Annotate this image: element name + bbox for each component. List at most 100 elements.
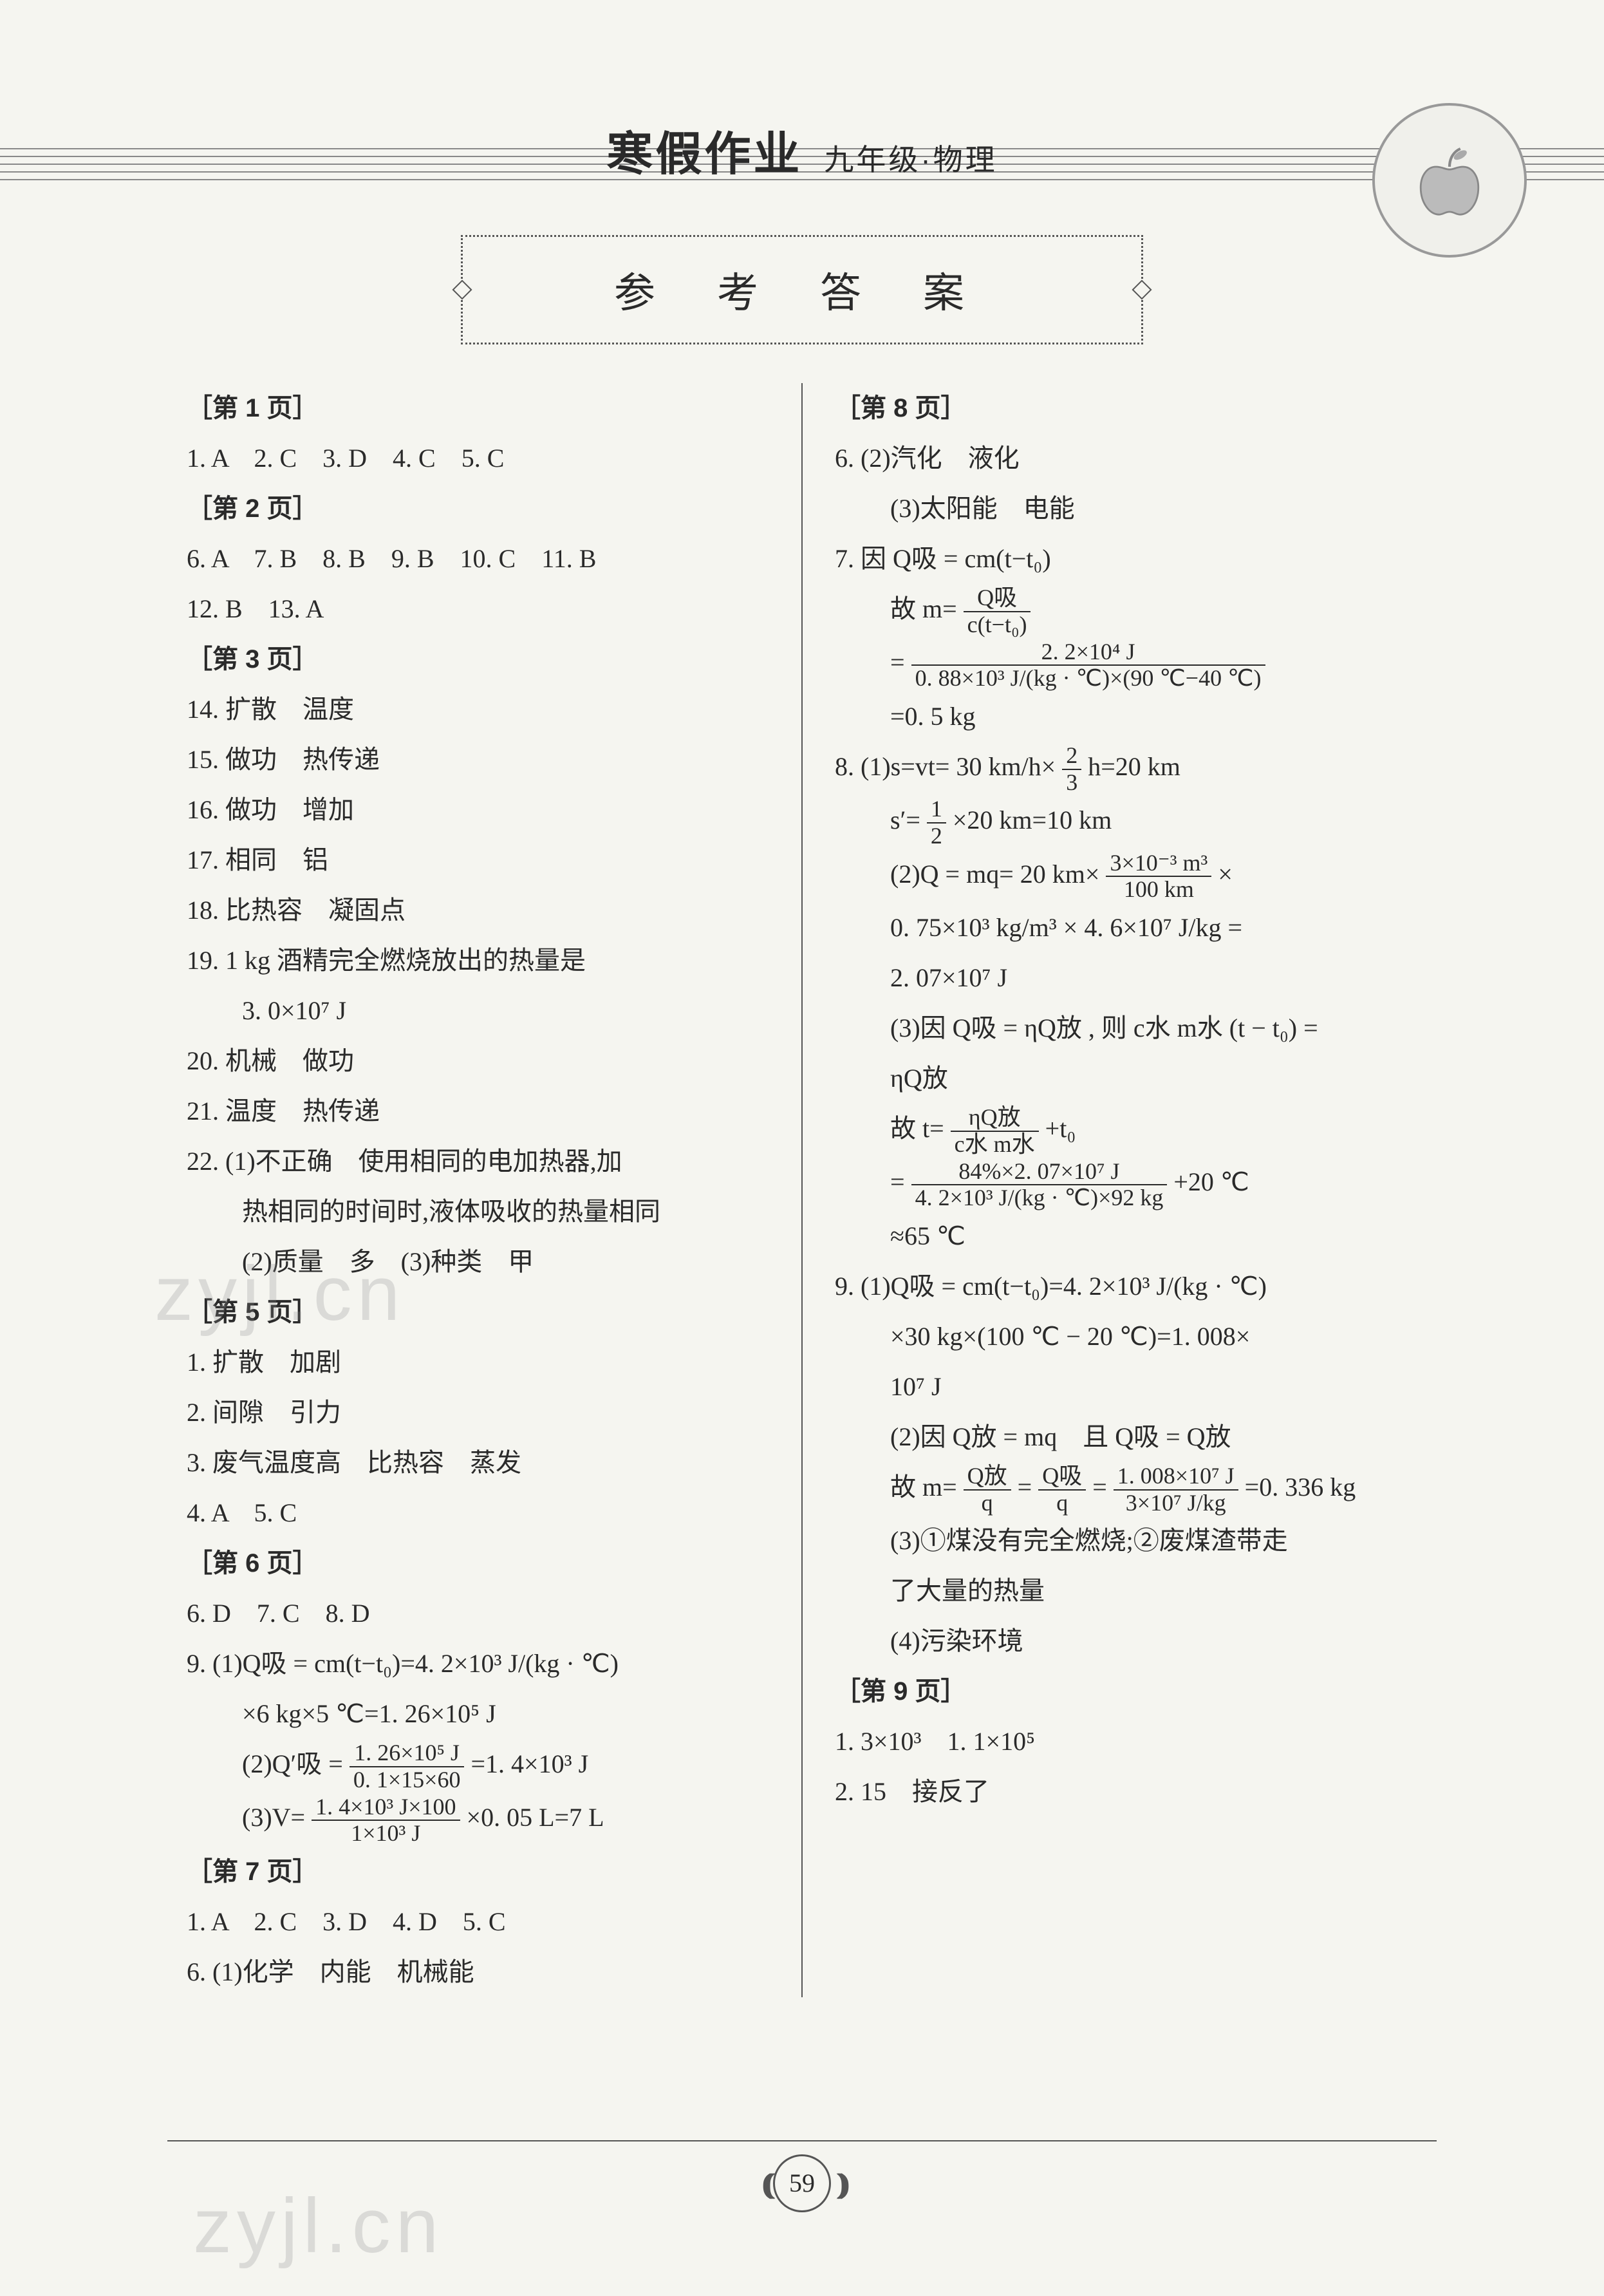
- page5-head: ［第 5 页］: [187, 1287, 769, 1337]
- p8-7b-pre: 故 m=: [890, 594, 957, 623]
- page-number-wrap: ( ( ( ( ( 59 ) ) ) ) ): [762, 2154, 843, 2212]
- p8-9h: (4)污染环境: [835, 1616, 1417, 1666]
- p8-7d: =0. 5 kg: [835, 692, 1417, 742]
- p8-8j: ≈65 ℃: [835, 1211, 1417, 1261]
- p8-6a: 6. (2)汽化 液化: [835, 433, 1417, 484]
- page2-line2: 12. B 13. A: [187, 584, 769, 634]
- p8-9c: 10⁷ J: [835, 1362, 1417, 1412]
- frac-num: Q放: [964, 1463, 1011, 1491]
- q19a: 19. 1 kg 酒精完全燃烧放出的热量是: [187, 936, 769, 986]
- p8-7c: = 2. 2×10⁴ J 0. 88×10³ J/(kg · ℃)×(90 ℃−…: [835, 637, 1417, 691]
- p8-8i-pre: =: [890, 1167, 905, 1196]
- p8-8b: s′= 1 2 ×20 km=10 km: [835, 795, 1417, 849]
- arc-right-icon: ) ) ) ) ): [836, 2167, 842, 2200]
- page-header: 寒假作业 九年级·物理: [167, 116, 1437, 183]
- p6-9d-pre: (3)V=: [242, 1803, 305, 1832]
- p6-9d: (3)V= 1. 4×10³ J×100 1×10³ J ×0. 05 L=7 …: [187, 1793, 769, 1846]
- p8-8i: = 84%×2. 07×10⁷ J 4. 2×10³ J/(kg · ℃)×92…: [835, 1157, 1417, 1210]
- p8-8c: (2)Q = mq= 20 km× 3×10⁻³ m³ 100 km ×: [835, 849, 1417, 903]
- answer-title-box: 参 考 答 案: [461, 235, 1143, 344]
- p8-9e-post: =0. 336 kg: [1245, 1473, 1356, 1501]
- subtitle-text: 九年级·物理: [824, 143, 997, 176]
- frac-den: 3×10⁷ J/kg: [1114, 1491, 1238, 1516]
- title-text: 寒假作业: [606, 129, 802, 180]
- arc-left-icon: ( ( ( ( (: [762, 2167, 768, 2200]
- p8-9a: 9. (1)Q吸 = cm(t−t₀)=4. 2×10³ J/(kg · ℃): [835, 1261, 1417, 1312]
- p8-8h: 故 t= ηQ放 c水 m水 +t₀: [835, 1104, 1417, 1157]
- p8-8c-frac: 3×10⁻³ m³ 100 km: [1106, 851, 1211, 903]
- p7-6: 6. (1)化学 内能 机械能: [187, 1947, 769, 1997]
- frac-den: 0. 88×10³ J/(kg · ℃)×(90 ℃−40 ℃): [911, 666, 1265, 692]
- p8-8h-pre: 故 t=: [890, 1114, 944, 1143]
- frac-num: 2: [1062, 743, 1081, 770]
- frac-den: 100 km: [1106, 877, 1211, 903]
- frac-den: 1×10³ J: [312, 1821, 460, 1847]
- p8-9e-pre: 故 m=: [890, 1473, 957, 1501]
- p5-2: 2. 间隙 引力: [187, 1388, 769, 1438]
- p8-6b: (3)太阳能 电能: [835, 484, 1417, 534]
- p6-9c-post: =1. 4×10³ J: [471, 1749, 588, 1778]
- p7-l1: 1. A 2. C 3. D 4. D 5. C: [187, 1897, 769, 1947]
- page-number: 59: [773, 2154, 831, 2212]
- right-column: ［第 8 页］ 6. (2)汽化 液化 (3)太阳能 电能 7. 因 Q吸 = …: [803, 383, 1437, 1997]
- main-title: 寒假作业 九年级·物理: [167, 116, 1437, 183]
- p8-9g: 了大量的热量: [835, 1566, 1417, 1616]
- frac-num: Q吸: [1038, 1463, 1086, 1491]
- frac-num: ηQ放: [951, 1105, 1039, 1132]
- q14: 14. 扩散 温度: [187, 684, 769, 735]
- p8-8b-post: ×20 km=10 km: [953, 805, 1112, 834]
- p8-9e-f1: Q放 q: [964, 1463, 1011, 1516]
- answer-title: 参 考 答 案: [614, 270, 990, 316]
- page-footer: ( ( ( ( ( 59 ) ) ) ) ): [0, 2140, 1604, 2212]
- p8-8c-post: ×: [1218, 860, 1233, 889]
- q15: 15. 做功 热传递: [187, 735, 769, 785]
- page6-head: ［第 6 页］: [187, 1538, 769, 1588]
- frac-num: 84%×2. 07×10⁷ J: [911, 1159, 1168, 1186]
- p8-9d: (2)因 Q放 = mq 且 Q吸 = Q放: [835, 1412, 1417, 1462]
- logo-stamp: [1372, 103, 1527, 258]
- page1-answers: 1. A 2. C 3. D 4. C 5. C: [187, 433, 769, 484]
- page2-head: ［第 2 页］: [187, 484, 769, 534]
- p8-8h-post: +t₀: [1045, 1114, 1076, 1143]
- p8-8c-pre: (2)Q = mq= 20 km×: [890, 860, 1099, 889]
- frac-num: Q吸: [964, 585, 1031, 612]
- frac-num: 1. 4×10³ J×100: [312, 1794, 460, 1821]
- q22a: 22. (1)不正确 使用相同的电加热器,加: [187, 1136, 769, 1187]
- frac-num: 2. 2×10⁴ J: [911, 639, 1265, 666]
- p9-2: 2. 15 接反了: [835, 1767, 1417, 1817]
- p5-3: 3. 废气温度高 比热容 蒸发: [187, 1438, 769, 1488]
- p8-9e-f3: 1. 008×10⁷ J 3×10⁷ J/kg: [1114, 1463, 1238, 1516]
- page1-head: ［第 1 页］: [187, 383, 769, 433]
- frac-den: 2: [927, 823, 946, 849]
- p6-9b: ×6 kg×5 ℃=1. 26×10⁵ J: [187, 1689, 769, 1739]
- page3-head: ［第 3 页］: [187, 634, 769, 684]
- p8-8d: 0. 75×10³ kg/m³ × 4. 6×10⁷ J/kg =: [835, 903, 1417, 953]
- p8-9e-mid2: =: [1092, 1473, 1107, 1501]
- p8-9e: 故 m= Q放 q = Q吸 q = 1. 008×10⁷ J 3×10⁷ J/…: [835, 1462, 1417, 1516]
- left-column: ［第 1 页］ 1. A 2. C 3. D 4. C 5. C ［第 2 页］…: [167, 383, 803, 1997]
- p6-9d-post: ×0. 05 L=7 L: [467, 1803, 604, 1832]
- q19b: 3. 0×10⁷ J: [187, 986, 769, 1036]
- frac-den: 3: [1062, 770, 1081, 796]
- p8-8i-frac: 84%×2. 07×10⁷ J 4. 2×10³ J/(kg · ℃)×92 k…: [911, 1159, 1168, 1211]
- q22b: 热相同的时间时,液体吸收的热量相同: [187, 1187, 769, 1237]
- frac-den: c水 m水: [951, 1132, 1039, 1158]
- p8-8a-pre: 8. (1)s=vt= 30 km/h×: [835, 752, 1056, 781]
- p6-9c-frac: 1. 26×10⁵ J 0. 1×15×60: [350, 1740, 465, 1793]
- page7-head: ［第 7 页］: [187, 1847, 769, 1897]
- p8-7a: 7. 因 Q吸 = cm(t−t₀): [835, 534, 1417, 584]
- p8-8f: (3)因 Q吸 = ηQ放 , 则 c水 m水 (t − t₀) =: [835, 1003, 1417, 1053]
- q17: 17. 相同 铝: [187, 835, 769, 885]
- p6-9c-pre: (2)Q′吸 =: [242, 1749, 343, 1778]
- frac-den: c(t−t₀): [964, 612, 1031, 638]
- frac-den: q: [964, 1491, 1011, 1516]
- p8-9e-f2: Q吸 q: [1038, 1463, 1086, 1516]
- p8-8a-post: h=20 km: [1088, 752, 1180, 781]
- p5-1: 1. 扩散 加剧: [187, 1337, 769, 1388]
- p8-8g: ηQ放: [835, 1053, 1417, 1104]
- p8-7c-frac: 2. 2×10⁴ J 0. 88×10³ J/(kg · ℃)×(90 ℃−40…: [911, 639, 1265, 692]
- p8-8b-pre: s′=: [890, 805, 920, 834]
- q22c: (2)质量 多 (3)种类 甲: [187, 1237, 769, 1287]
- p8-8e: 2. 07×10⁷ J: [835, 953, 1417, 1003]
- p8-8b-frac: 1 2: [927, 796, 946, 849]
